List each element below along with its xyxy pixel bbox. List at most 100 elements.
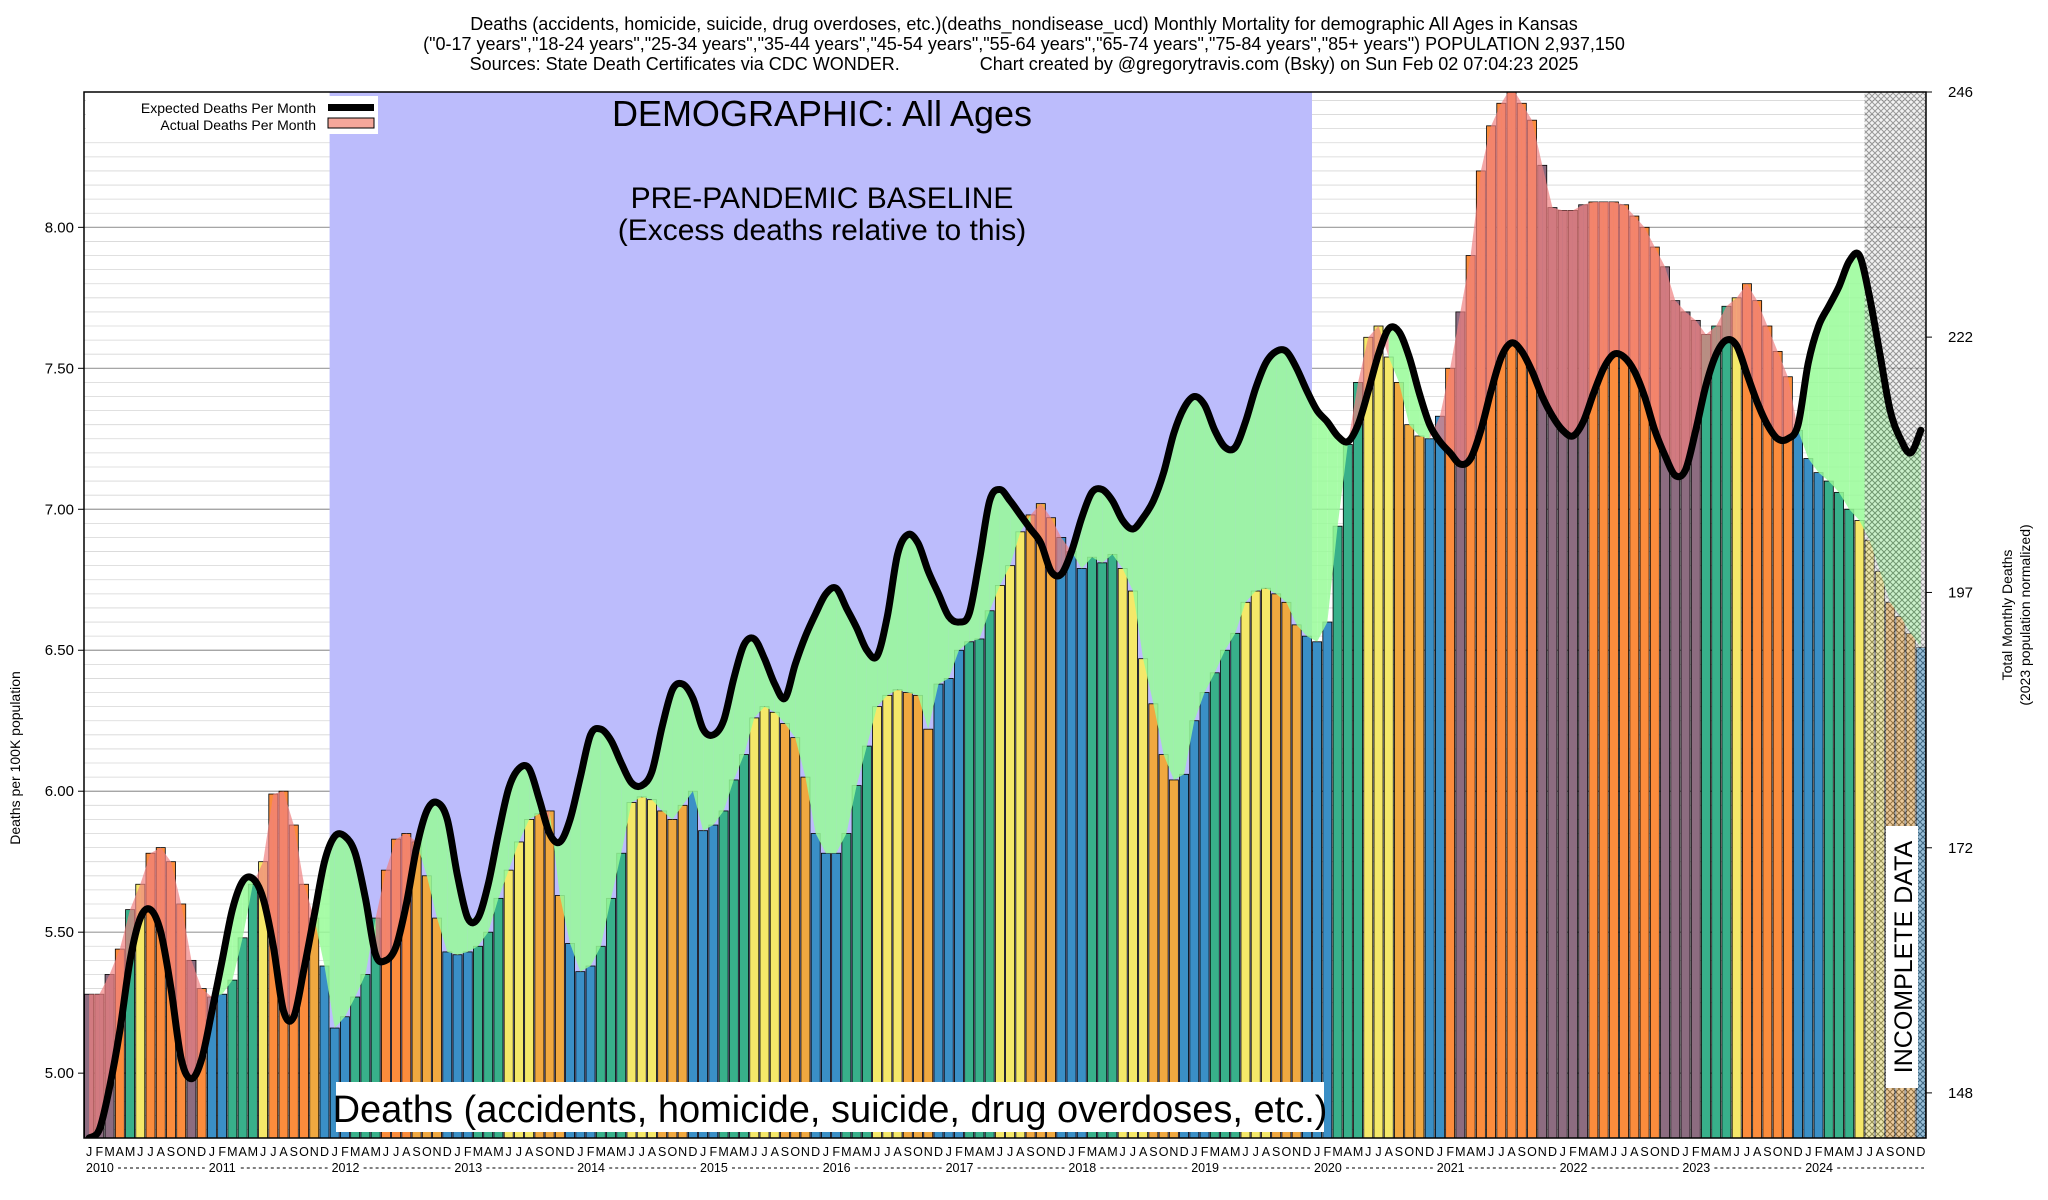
month-tick-label: F [710, 1145, 718, 1159]
month-tick-label: F [1078, 1145, 1086, 1159]
excess-fill-segment [907, 534, 919, 696]
bar-month-133 [1435, 415, 1445, 1138]
y-tick-label: 5.00 [45, 1065, 74, 1082]
month-tick-label: M [1230, 1145, 1240, 1159]
bar-month-88 [974, 638, 985, 1138]
bar-month-105 [1148, 703, 1159, 1138]
cause-label: Deaths (accidents, homicide, suicide, dr… [333, 1089, 1328, 1131]
bar-month-67 [759, 706, 770, 1138]
bar-month-106 [1158, 754, 1169, 1138]
demographic-label: DEMOGRAPHIC: All Ages [612, 93, 1032, 134]
month-tick-label: M [1455, 1145, 1465, 1159]
right-tick-label: 246 [1948, 84, 1973, 101]
deficit-fill-segment [1654, 247, 1666, 456]
month-tick-label: M [227, 1145, 237, 1159]
month-tick-label: J [761, 1145, 767, 1159]
month-tick-label: O [668, 1145, 678, 1159]
month-tick-label: J [1314, 1145, 1320, 1159]
bar-month-125 [1353, 381, 1363, 1138]
deficit-fill-segment [1603, 201, 1614, 369]
bar-month-130 [1404, 424, 1415, 1138]
deficit-fill-segment [1542, 165, 1553, 417]
bar-month-89 [984, 610, 995, 1138]
month-tick-label: D [811, 1145, 820, 1159]
excess-fill-segment [1173, 407, 1185, 780]
month-tick-label: M [1087, 1145, 1097, 1159]
year-tick-label: 2021 [1437, 1161, 1465, 1175]
excess-fill-segment [744, 638, 755, 755]
deficit-fill-segment [283, 791, 294, 1017]
bar-month-169 [1803, 458, 1814, 1138]
excess-fill-segment [559, 819, 571, 944]
bar-month-80 [892, 689, 903, 1138]
bar-month-24 [319, 965, 330, 1138]
deficit-fill-segment [1675, 300, 1686, 476]
bar-month-167 [1782, 376, 1793, 1138]
excess-fill-segment [1143, 500, 1154, 704]
month-tick-label: D [1425, 1145, 1434, 1159]
bar-month-161 [1721, 305, 1732, 1138]
month-tick-label: S [1149, 1145, 1157, 1159]
month-tick-label: M [125, 1145, 135, 1159]
bar-month-126 [1363, 336, 1374, 1138]
year-tick-label: 2013 [454, 1161, 482, 1175]
month-tick-label: J [1068, 1145, 1074, 1159]
legend-swatch-expected [328, 104, 374, 111]
bar-month-70 [790, 737, 801, 1138]
month-tick-label: A [484, 1145, 493, 1159]
excess-fill-segment [682, 684, 693, 806]
month-tick-label: J [1498, 1145, 1504, 1159]
bar-month-172 [1834, 491, 1844, 1138]
deficit-fill-segment [1562, 210, 1573, 436]
month-tick-label: J [1682, 1145, 1688, 1159]
month-tick-label: O [1527, 1145, 1537, 1159]
month-tick-label: N [1415, 1145, 1424, 1159]
month-tick-label: N [1661, 1145, 1670, 1159]
excess-fill-segment [1235, 421, 1246, 634]
month-tick-label: O [790, 1145, 800, 1159]
month-tick-label: A [525, 1145, 534, 1159]
excess-fill-segment [549, 810, 560, 896]
bar-month-159 [1701, 334, 1711, 1138]
month-tick-label: M [616, 1145, 626, 1159]
excess-fill-segment [1828, 286, 1840, 493]
bar-month-160 [1711, 325, 1722, 1138]
month-tick-label: J [751, 1145, 757, 1159]
month-tick-label: J [997, 1145, 1003, 1159]
month-tick-label: O [1896, 1145, 1906, 1159]
month-tick-label: J [1805, 1145, 1811, 1159]
excess-fill-segment [1327, 421, 1338, 623]
month-tick-label: S [1026, 1145, 1034, 1159]
month-tick-label: M [104, 1145, 114, 1159]
bar-month-103 [1128, 590, 1138, 1138]
bar-month-120 [1301, 635, 1312, 1138]
deficit-fill-segment [1521, 103, 1533, 372]
bar-month-91 [1005, 565, 1016, 1138]
bar-month-154 [1649, 246, 1660, 1138]
expected-deaths-line [85, 249, 1925, 1138]
month-tick-label: O [1282, 1145, 1292, 1159]
month-tick-label: D [1671, 1145, 1680, 1159]
month-tick-label: A [1712, 1145, 1721, 1159]
bar-month-15 [227, 979, 238, 1138]
excess-fill-segment [1091, 489, 1103, 563]
month-tick-label: M [1721, 1145, 1731, 1159]
bar-month-107 [1168, 779, 1179, 1138]
month-tick-label: S [781, 1145, 789, 1159]
bar-month-170 [1813, 472, 1824, 1138]
deficit-fill-segment [181, 903, 192, 1079]
month-tick-label: F [218, 1145, 226, 1159]
excess-fill-segment [1225, 447, 1236, 651]
right-tick-label: 222 [1948, 329, 1973, 346]
y-tick-label: 8.00 [45, 219, 74, 236]
baseline-sublabel: (Excess deaths relative to this) [618, 214, 1027, 247]
deficit-fill-segment [1624, 204, 1635, 372]
month-tick-label: J [823, 1145, 829, 1159]
year-tick-label: 2019 [1191, 1161, 1219, 1175]
excess-fill-segment [805, 613, 816, 834]
bar-month-90 [994, 584, 1005, 1138]
deficit-fill-segment [1634, 216, 1645, 397]
deficit-fill-segment [1644, 227, 1655, 431]
month-tick-label: M [1332, 1145, 1342, 1159]
month-tick-label: M [841, 1145, 851, 1159]
